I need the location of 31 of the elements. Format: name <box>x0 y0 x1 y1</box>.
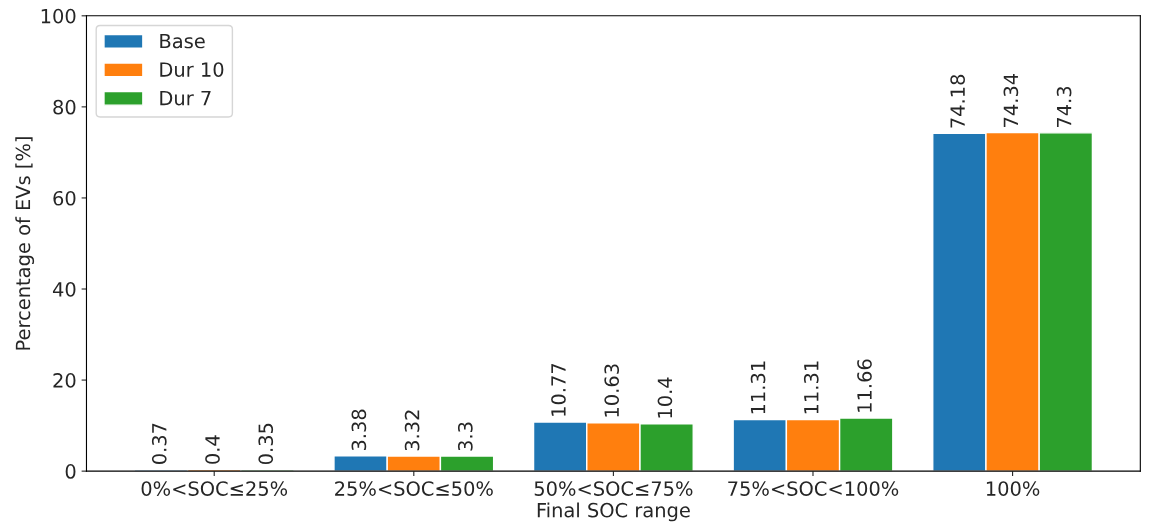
data-label: 0.37 <box>151 423 167 464</box>
x-tick-label: 75%<SOC<100% <box>728 481 899 496</box>
data-label: 3.3 <box>457 422 473 451</box>
data-label: 74.3 <box>1056 86 1072 128</box>
data-label: 74.34 <box>1003 73 1019 127</box>
data-label: 3.38 <box>351 409 367 451</box>
x-tick-label: 25%<SOC≤50% <box>335 481 493 496</box>
y-tick-label: 0 <box>65 464 76 479</box>
y-tick-label: 40 <box>52 281 76 297</box>
data-label: 10.4 <box>657 377 673 418</box>
data-label: 0.4 <box>205 435 220 464</box>
y-axis-title: Percentage of EVs [%] <box>15 137 35 350</box>
data-label: 11.66 <box>857 359 872 412</box>
data-label: 11.31 <box>750 361 766 414</box>
x-tick-label: 50%<SOC≤75% <box>534 481 693 496</box>
data-label: 3.32 <box>404 410 420 451</box>
data-label: 74.18 <box>950 74 965 128</box>
y-tick-label: 80 <box>53 99 76 115</box>
data-label: 11.31 <box>803 361 819 414</box>
x-tick-label: 100% <box>986 481 1040 496</box>
legend-label: Base <box>160 33 205 49</box>
y-tick-label: 20 <box>53 373 76 388</box>
x-tick-label: 0%<SOC≤25% <box>141 481 288 496</box>
x-axis-title: Final SOC range <box>537 502 690 522</box>
legend-label: Dur 10 <box>160 62 224 77</box>
data-label: 10.63 <box>604 364 620 417</box>
data-label: 10.77 <box>551 363 566 416</box>
y-tick-label: 60 <box>53 190 76 206</box>
legend-label: Dur 7 <box>160 90 211 106</box>
data-label: 0.35 <box>258 423 274 465</box>
y-tick-label: 100 <box>41 8 76 24</box>
